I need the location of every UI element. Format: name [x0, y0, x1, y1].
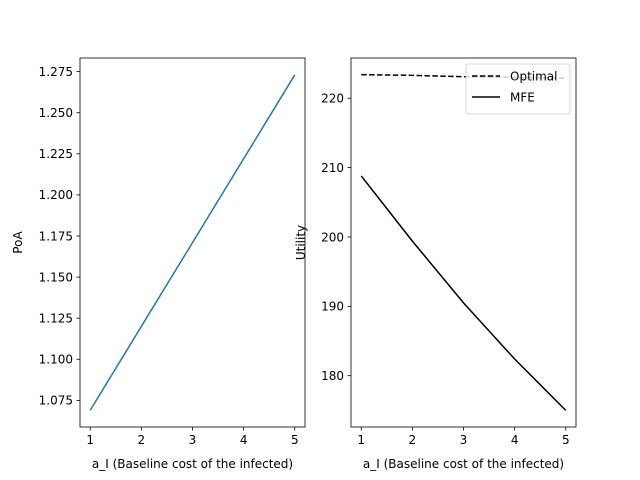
poa-y-axis-label: PoA	[11, 231, 25, 254]
utility-x-tick-label: 1	[357, 433, 365, 447]
utility-legend-label-mfe: MFE	[510, 90, 535, 104]
poa-y-tick-label: 1.200	[39, 188, 73, 202]
poa-x-tick-label: 4	[240, 433, 248, 447]
poa-y-tick-label: 1.250	[39, 106, 73, 120]
utility-legend-label-optimal: Optimal	[510, 69, 557, 83]
poa-y-tick-label: 1.275	[39, 65, 73, 79]
utility-x-axis-label: a_I (Baseline cost of the infected)	[363, 457, 564, 471]
utility-x-tick-label: 4	[511, 433, 519, 447]
poa-x-tick-label: 2	[138, 433, 146, 447]
poa-series-line-0	[89, 74, 296, 411]
utility-chart: 1 2 3 4 5 180 190 200 210 220 a_I (Baseline cost o…	[294, 57, 577, 471]
poa-x-tick-label: 3	[189, 433, 197, 447]
poa-x-tick-label: 5	[291, 433, 299, 447]
utility-x-tick-label: 2	[409, 433, 417, 447]
poa-x-tick-label: 1	[86, 433, 94, 447]
poa-x-axis-label: a_I (Baseline cost of the infected)	[92, 457, 293, 471]
utility-y-tick-label: 190	[321, 300, 344, 314]
poa-chart: 1 2 3 4 5 1.075 1.100 1.125 1.150 1.175 1.200 1.225…	[11, 57, 306, 471]
utility-x-tick-label: 3	[460, 433, 468, 447]
utility-y-tick-label: 220	[321, 92, 344, 106]
poa-y-tick-label: 1.075	[39, 394, 73, 408]
utility-y-tick-label: 210	[321, 161, 344, 175]
utility-legend: Optimal MFE	[465, 63, 571, 115]
poa-y-tick-label: 1.150	[39, 270, 73, 284]
utility-x-tick-label: 5	[562, 433, 570, 447]
poa-y-tick-label: 1.175	[39, 229, 73, 243]
poa-y-tick-label: 1.125	[39, 311, 73, 325]
utility-y-tick-label: 180	[321, 369, 344, 383]
poa-y-tick-label: 1.225	[39, 147, 73, 161]
utility-series-line-mfe	[360, 175, 567, 411]
utility-y-axis-label: Utility	[294, 225, 308, 260]
utility-y-tick-label: 200	[321, 230, 344, 244]
poa-y-tick-label: 1.100	[39, 353, 73, 367]
